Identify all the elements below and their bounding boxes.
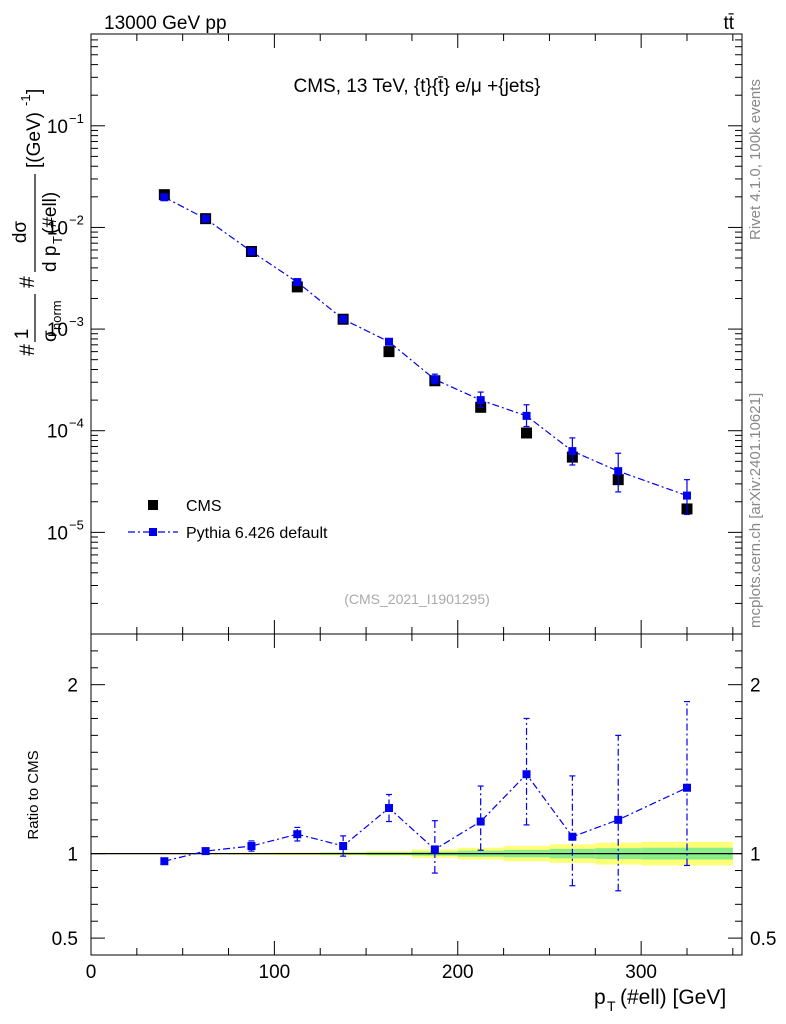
ratio-y-tick-label-right: 0.5 — [750, 929, 776, 950]
ratio-series-line — [164, 773, 688, 862]
ratio-data-point — [430, 845, 439, 854]
ratio-data — [160, 700, 691, 892]
pythia-data-point — [160, 193, 169, 202]
ylabel-d-pt: d p — [40, 246, 61, 272]
legend-pythia-label: Pythia 6.426 default — [186, 525, 328, 542]
legend-pythia-marker — [149, 528, 157, 536]
ratio-data-point — [160, 857, 169, 866]
xlabel-p: p — [594, 986, 606, 1009]
ratio-data-point — [614, 815, 623, 824]
xlabel-sub: T — [607, 998, 616, 1014]
cms-data-point — [521, 427, 533, 439]
ratio-ticks — [90, 634, 742, 955]
legend-cms-marker — [148, 500, 158, 510]
ratio-data-point — [568, 832, 577, 841]
main-y-tick-label-base: 10 — [47, 320, 68, 341]
rivet-label: Rivet 4.1.0, 100k events — [747, 79, 764, 240]
legend: CMS Pythia 6.426 default — [128, 498, 328, 542]
xlabel-rest: (#ell) [GeV] — [620, 986, 726, 1009]
ylabel-sigma: σ — [40, 330, 61, 342]
pythia-series-line — [164, 196, 688, 497]
x-tick-label: 300 — [625, 962, 657, 983]
cms-data-point — [291, 281, 303, 293]
main-y-tick-label-exp: −1 — [69, 111, 84, 126]
ratio-y-tick-label-left: 2 — [67, 676, 78, 697]
main-y-tick-label-exp: −2 — [69, 212, 84, 227]
ratio-y-tick-label-right: 2 — [750, 676, 761, 697]
ylabel-unit: [(GeV) — [24, 112, 45, 168]
legend-cms-label: CMS — [186, 498, 222, 515]
ratio-panel: 0.5 0.5 1 1 2 2 0 100 200 300 Ratio to CMS p T (#… — [25, 633, 777, 1014]
pythia-data-point — [201, 214, 210, 223]
x-tick-label: 0 — [86, 962, 97, 983]
ratio-data-point — [293, 830, 302, 839]
pythia-data-point — [339, 315, 348, 324]
x-axis-label: p T (#ell) [GeV] — [594, 986, 726, 1014]
ratio-y-tick-label-left: 1 — [67, 845, 78, 866]
pythia-data-point — [614, 467, 623, 476]
ylabel-one: 1 — [12, 329, 33, 340]
main-y-tick-label-exp: −4 — [69, 416, 84, 431]
ylabel-dsigma: dσ — [10, 221, 31, 244]
process-label: tt̄ — [723, 13, 734, 34]
chart-title: CMS, 13 TeV, {t}{t̄} e/μ +{jets} — [293, 76, 540, 97]
main-panel: 10−510−410−310−210−1 CMS, 13 TeV, {t}{t̄… — [10, 33, 743, 635]
main-frame — [90, 33, 743, 635]
ratio-y-tick-label-right: 1 — [750, 845, 761, 866]
pythia-data-point — [682, 491, 691, 500]
main-y-axis-label: # 1 σ norm # dσ d p T (#ell) [(GeV) -1 ] — [10, 89, 65, 356]
x-tick-label: 200 — [442, 962, 474, 983]
ylabel-pt-arg: (#ell) — [40, 192, 61, 234]
ratio-data-point — [682, 783, 691, 792]
main-y-tick-label-base: 10 — [47, 218, 68, 239]
ratio-data-point — [201, 847, 210, 856]
main-y-tick-label-base: 10 — [47, 422, 68, 443]
ratio-data-point — [384, 804, 393, 813]
ylabel-hash-1: # — [16, 344, 39, 356]
cms-data-point — [383, 346, 395, 358]
ratio-y-tick-label-left: 0.5 — [52, 929, 78, 950]
main-y-tick-label-exp: −5 — [69, 517, 84, 532]
pythia-data-point — [476, 396, 485, 405]
x-tick-label: 100 — [259, 962, 291, 983]
ratio-data-point — [476, 817, 485, 826]
ylabel-norm-sub: norm — [49, 300, 64, 330]
main-y-tick-label-exp: −3 — [69, 314, 84, 329]
main-y-tick-label-base: 10 — [47, 523, 68, 544]
pythia-data-point — [522, 411, 531, 420]
pythia-data-point — [384, 337, 393, 346]
main-data — [158, 189, 693, 516]
ratio-data-point — [247, 842, 256, 851]
ratio-data-point — [522, 770, 531, 779]
ylabel-hash-2: # — [16, 276, 39, 288]
ratio-frame — [90, 633, 743, 956]
ratio-data-point — [339, 842, 348, 851]
main-y-tick-labels: 10−510−410−310−210−1 — [47, 111, 84, 545]
ylabel-unit-close: ] — [24, 89, 45, 94]
pythia-data-point — [247, 247, 256, 256]
ylabel-pt-sub: T — [50, 236, 65, 244]
ylabel-unit-exp: -1 — [18, 94, 33, 106]
pythia-data-point — [293, 278, 302, 287]
main-ticks — [90, 33, 742, 635]
main-y-tick-label-base: 10 — [47, 117, 68, 138]
beam-label: 13000 GeV pp — [104, 13, 227, 34]
ratio-tick-labels: 0.5 0.5 1 1 2 2 0 100 200 300 — [52, 676, 777, 983]
ratio-y-axis-label: Ratio to CMS — [25, 750, 42, 839]
pythia-data-point — [568, 447, 577, 456]
pythia-data-point — [430, 375, 439, 384]
mcplots-label: mcplots.cern.ch [arXiv:2401.10621] — [747, 393, 764, 628]
analysis-watermark: (CMS_2021_I1901295) — [344, 591, 490, 607]
